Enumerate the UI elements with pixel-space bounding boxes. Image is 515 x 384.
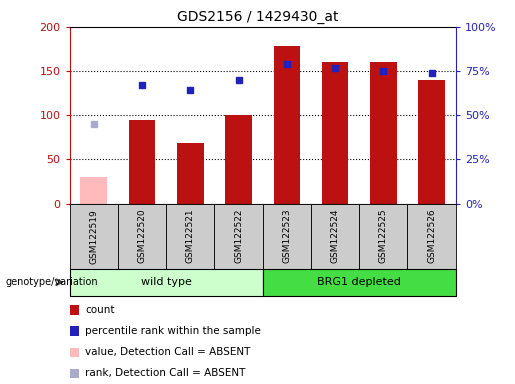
Text: percentile rank within the sample: percentile rank within the sample xyxy=(85,326,261,336)
Text: GSM122519: GSM122519 xyxy=(89,209,98,263)
Text: count: count xyxy=(85,305,114,315)
Text: GSM122522: GSM122522 xyxy=(234,209,243,263)
Text: GSM122521: GSM122521 xyxy=(186,209,195,263)
Text: GDS2156 / 1429430_at: GDS2156 / 1429430_at xyxy=(177,10,338,23)
Text: value, Detection Call = ABSENT: value, Detection Call = ABSENT xyxy=(85,347,250,358)
Bar xyxy=(322,62,348,204)
Bar xyxy=(129,120,155,204)
Text: GSM122526: GSM122526 xyxy=(427,209,436,263)
Text: GSM122524: GSM122524 xyxy=(331,209,339,263)
Text: rank, Detection Call = ABSENT: rank, Detection Call = ABSENT xyxy=(85,368,245,379)
Bar xyxy=(370,62,397,204)
Text: wild type: wild type xyxy=(141,277,192,287)
Bar xyxy=(80,177,107,204)
Bar xyxy=(418,80,445,204)
Bar xyxy=(273,46,300,204)
Text: GSM122520: GSM122520 xyxy=(138,209,146,263)
Text: genotype/variation: genotype/variation xyxy=(5,277,98,287)
Text: GSM122525: GSM122525 xyxy=(379,209,388,263)
Bar xyxy=(177,144,203,204)
Bar xyxy=(225,115,252,204)
Text: GSM122523: GSM122523 xyxy=(282,209,291,263)
Text: BRG1 depleted: BRG1 depleted xyxy=(317,277,401,287)
